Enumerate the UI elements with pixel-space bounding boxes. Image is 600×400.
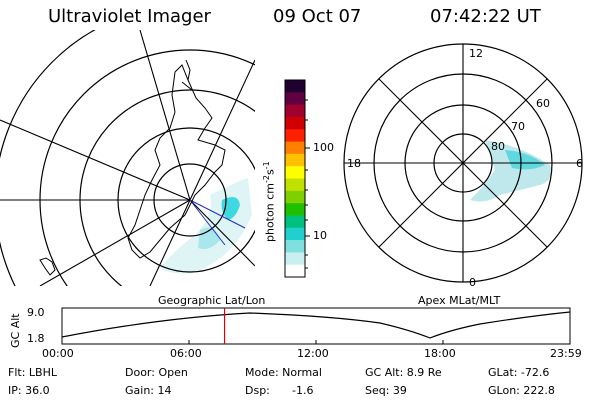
- strip-xtick-1800: 18:00: [424, 347, 456, 360]
- aurora-emission-apex: [470, 140, 552, 202]
- colorbar-segment: [285, 92, 305, 106]
- status-seq: Seq: 39: [365, 384, 407, 397]
- strip-ytick-bottom: 1.8: [27, 332, 45, 345]
- strip-ticks: [61, 340, 571, 344]
- colorbar-segment: [285, 203, 305, 216]
- colorbar-segment: [285, 116, 305, 130]
- colorbar-tick-100: 100: [313, 141, 334, 154]
- strip-ylabel: GC Alt: [9, 313, 22, 348]
- colorbar-segment: [285, 80, 305, 93]
- colorbar-segment: [285, 190, 305, 204]
- new-zealand-coastline: [39, 257, 56, 276]
- altitude-strip: [61, 307, 571, 345]
- colorbar-segment: [285, 153, 305, 167]
- status-glon: GLon: 222.8: [488, 384, 555, 397]
- status-mode: Mode: Normal: [245, 366, 322, 379]
- app-title: Ultraviolet Imager: [48, 6, 211, 27]
- apex-panel-label: Apex MLat/MLT: [418, 294, 501, 307]
- apex-mlt-lines: [344, 44, 582, 282]
- status-dsp-label: Dsp:: [245, 384, 270, 397]
- footprint-lines: [189, 199, 246, 246]
- gc-alt-curve: [61, 311, 571, 339]
- colorbar-segment: [285, 264, 305, 278]
- strip-xtick-2359: 23:59: [550, 347, 582, 360]
- date-label: 09 Oct 07: [273, 6, 362, 27]
- colorbar: [284, 79, 306, 278]
- antarctica-coastline: [127, 64, 226, 259]
- strip-ytick-top: 9.0: [27, 306, 45, 319]
- mlat-label-60: 60: [536, 97, 550, 110]
- geographic-map: [0, 30, 255, 286]
- geo-panel-label: Geographic Lat/Lon: [158, 294, 266, 307]
- status-glat: GLat: -72.6: [488, 366, 550, 379]
- colorbar-segment: [285, 252, 305, 266]
- colorbar-segment: [285, 240, 305, 253]
- colorbar-segment: [285, 166, 305, 179]
- colorbar-ticks: [305, 99, 310, 269]
- colorbar-segment: [285, 141, 305, 155]
- mlat-label-80: 80: [491, 140, 505, 153]
- mlt-label-0: 0: [469, 276, 476, 289]
- status-door: Door: Open: [125, 366, 188, 379]
- colorbar-segment: [285, 215, 305, 229]
- colorbar-unit-label: photon cm-2s-1: [262, 161, 277, 242]
- apex-polar-plot: [343, 43, 583, 283]
- status-ip: IP: 36.0: [8, 384, 50, 397]
- status-flt: Flt: LBHL: [8, 366, 57, 379]
- colorbar-segment: [285, 227, 305, 241]
- strip-xtick-0000: 00:00: [42, 347, 74, 360]
- strip-xtick-0600: 06:00: [170, 347, 202, 360]
- mlt-label-6: 6: [576, 157, 583, 170]
- colorbar-segment: [285, 178, 305, 192]
- geo-lon-lines: [0, 30, 255, 286]
- colorbar-tick-10: 10: [313, 229, 327, 242]
- colorbar-segment: [285, 104, 305, 118]
- mlt-label-12: 12: [469, 47, 483, 60]
- time-label: 07:42:22 UT: [430, 6, 541, 27]
- south-america-coastline: [181, 59, 193, 91]
- status-gain: Gain: 14: [125, 384, 172, 397]
- status-dsp-value: -1.6: [292, 384, 314, 397]
- strip-xtick-1200: 12:00: [297, 347, 329, 360]
- aurora-emission-geo: [160, 178, 252, 274]
- colorbar-segment: [285, 129, 305, 143]
- mlat-label-70: 70: [511, 120, 525, 133]
- mlt-label-18: 18: [347, 157, 361, 170]
- status-gc-alt: GC Alt: 8.9 Re: [365, 366, 442, 379]
